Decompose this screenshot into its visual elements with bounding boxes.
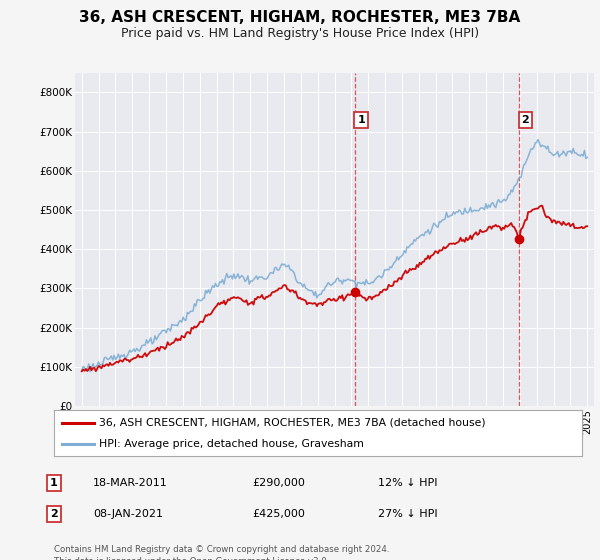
Text: HPI: Average price, detached house, Gravesham: HPI: Average price, detached house, Grav…	[99, 439, 364, 449]
Text: 12% ↓ HPI: 12% ↓ HPI	[378, 478, 437, 488]
Text: 36, ASH CRESCENT, HIGHAM, ROCHESTER, ME3 7BA: 36, ASH CRESCENT, HIGHAM, ROCHESTER, ME3…	[79, 10, 521, 25]
Text: 2: 2	[521, 115, 529, 125]
Text: £425,000: £425,000	[252, 509, 305, 519]
Text: 18-MAR-2011: 18-MAR-2011	[93, 478, 168, 488]
Text: Contains HM Land Registry data © Crown copyright and database right 2024.
This d: Contains HM Land Registry data © Crown c…	[54, 545, 389, 560]
Text: 27% ↓ HPI: 27% ↓ HPI	[378, 509, 437, 519]
Text: 08-JAN-2021: 08-JAN-2021	[93, 509, 163, 519]
Text: £290,000: £290,000	[252, 478, 305, 488]
Text: 2: 2	[50, 509, 58, 519]
Text: Price paid vs. HM Land Registry's House Price Index (HPI): Price paid vs. HM Land Registry's House …	[121, 27, 479, 40]
Text: 1: 1	[50, 478, 58, 488]
Text: 1: 1	[357, 115, 365, 125]
Text: 36, ASH CRESCENT, HIGHAM, ROCHESTER, ME3 7BA (detached house): 36, ASH CRESCENT, HIGHAM, ROCHESTER, ME3…	[99, 418, 485, 428]
